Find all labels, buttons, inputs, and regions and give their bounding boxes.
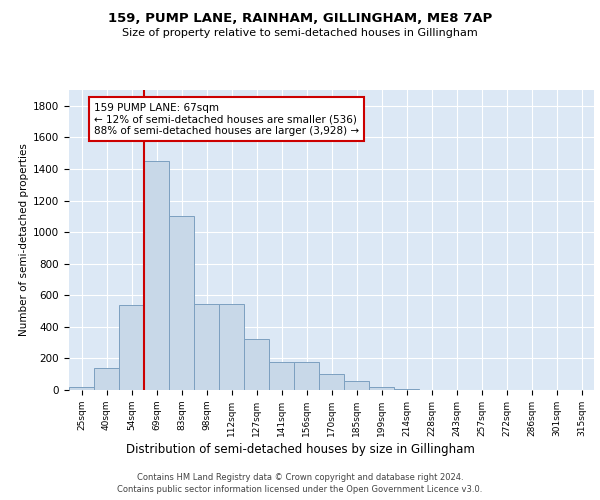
Bar bbox=[169, 216, 194, 390]
Text: Size of property relative to semi-detached houses in Gillingham: Size of property relative to semi-detach… bbox=[122, 28, 478, 38]
Text: Contains HM Land Registry data © Crown copyright and database right 2024.: Contains HM Land Registry data © Crown c… bbox=[137, 472, 463, 482]
Bar bbox=[219, 304, 244, 390]
Bar bbox=[319, 374, 344, 390]
Bar bbox=[194, 304, 219, 390]
Text: 159, PUMP LANE, RAINHAM, GILLINGHAM, ME8 7AP: 159, PUMP LANE, RAINHAM, GILLINGHAM, ME8… bbox=[108, 12, 492, 26]
Bar bbox=[69, 387, 94, 390]
Bar bbox=[294, 362, 319, 390]
Bar bbox=[119, 304, 144, 390]
Text: Contains public sector information licensed under the Open Government Licence v3: Contains public sector information licen… bbox=[118, 485, 482, 494]
Bar bbox=[394, 389, 419, 390]
Bar bbox=[369, 388, 394, 390]
Bar bbox=[269, 362, 294, 390]
Y-axis label: Number of semi-detached properties: Number of semi-detached properties bbox=[19, 144, 29, 336]
Bar bbox=[94, 368, 119, 390]
Bar bbox=[344, 380, 369, 390]
Bar bbox=[244, 338, 269, 390]
Text: Distribution of semi-detached houses by size in Gillingham: Distribution of semi-detached houses by … bbox=[125, 442, 475, 456]
Bar bbox=[144, 161, 169, 390]
Text: 159 PUMP LANE: 67sqm
← 12% of semi-detached houses are smaller (536)
88% of semi: 159 PUMP LANE: 67sqm ← 12% of semi-detac… bbox=[94, 102, 359, 136]
